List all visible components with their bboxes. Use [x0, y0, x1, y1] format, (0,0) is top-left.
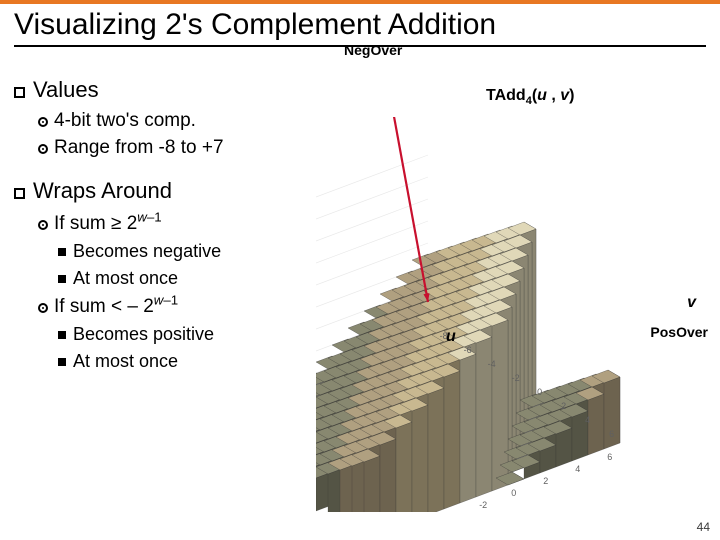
bullet-column: Values 4-bit two's comp. Range from -8 t…	[14, 47, 304, 377]
v-axis-label: v	[687, 294, 696, 312]
tadd-label: TAdd4(u , v)	[486, 87, 575, 107]
becomes-positive: Becomes positive	[58, 323, 304, 346]
pos-over-label: PosOver	[650, 324, 708, 340]
figure-column: NegOver TAdd4(u , v) -8-6-4-202468-8-8-6…	[316, 47, 706, 377]
ring-bullet-icon	[38, 117, 48, 127]
square-bullet-icon	[14, 188, 25, 199]
ring-bullet-icon	[38, 303, 48, 313]
svg-text:6: 6	[607, 452, 612, 462]
values-item-2-text: Range from -8 to +7	[54, 137, 224, 158]
at-most-once-2-text: At most once	[73, 351, 178, 371]
if-sum-lt-text: If sum < – 2w–1	[54, 296, 178, 317]
at-most-once-1-text: At most once	[73, 268, 178, 288]
svg-text:0: 0	[511, 488, 516, 498]
tadd-3d-chart: -8-6-4-202468-8-8-6-6-4-4-2-200224466	[316, 117, 706, 512]
values-heading: Values	[14, 77, 304, 103]
ring-bullet-icon	[38, 220, 48, 230]
chart-svg: -8-6-4-202468-8-8-6-6-4-4-2-200224466	[316, 117, 706, 512]
content-area: Values 4-bit two's comp. Range from -8 t…	[0, 47, 720, 377]
slide-number: 44	[697, 520, 710, 534]
values-item-2: Range from -8 to +7	[38, 136, 304, 160]
svg-text:4: 4	[575, 464, 580, 474]
svg-text:-6: -6	[464, 344, 472, 354]
values-heading-text: Values	[33, 77, 99, 102]
filled-square-bullet-icon	[58, 331, 66, 339]
if-sum-lt: If sum < – 2w–1	[38, 293, 304, 319]
filled-square-bullet-icon	[58, 248, 66, 256]
svg-text:0: 0	[537, 386, 542, 396]
svg-text:2: 2	[561, 400, 566, 410]
filled-square-bullet-icon	[58, 275, 66, 283]
svg-text:-2: -2	[479, 500, 487, 510]
square-bullet-icon	[14, 87, 25, 98]
wraps-heading: Wraps Around	[14, 178, 304, 204]
if-sum-ge: If sum ≥ 2w–1	[38, 210, 304, 236]
becomes-positive-text: Becomes positive	[73, 324, 214, 344]
slide-title: Visualizing 2's Complement Addition	[14, 8, 706, 43]
svg-text:-2: -2	[512, 372, 520, 382]
filled-square-bullet-icon	[58, 358, 66, 366]
svg-text:2: 2	[543, 476, 548, 486]
if-sum-ge-text: If sum ≥ 2w–1	[54, 213, 162, 234]
at-most-once-2: At most once	[58, 350, 304, 373]
svg-text:6: 6	[609, 428, 614, 438]
becomes-negative-text: Becomes negative	[73, 241, 221, 261]
svg-text:4: 4	[585, 414, 590, 424]
wraps-heading-text: Wraps Around	[33, 178, 172, 203]
values-item-1: 4-bit two's comp.	[38, 109, 304, 133]
u-axis-label: u	[446, 328, 456, 346]
at-most-once-1: At most once	[58, 267, 304, 290]
title-area: Visualizing 2's Complement Addition	[0, 4, 720, 47]
ring-bullet-icon	[38, 144, 48, 154]
becomes-negative: Becomes negative	[58, 240, 304, 263]
neg-over-label: NegOver	[344, 42, 402, 58]
values-item-1-text: 4-bit two's comp.	[54, 110, 196, 131]
svg-text:-4: -4	[488, 358, 496, 368]
